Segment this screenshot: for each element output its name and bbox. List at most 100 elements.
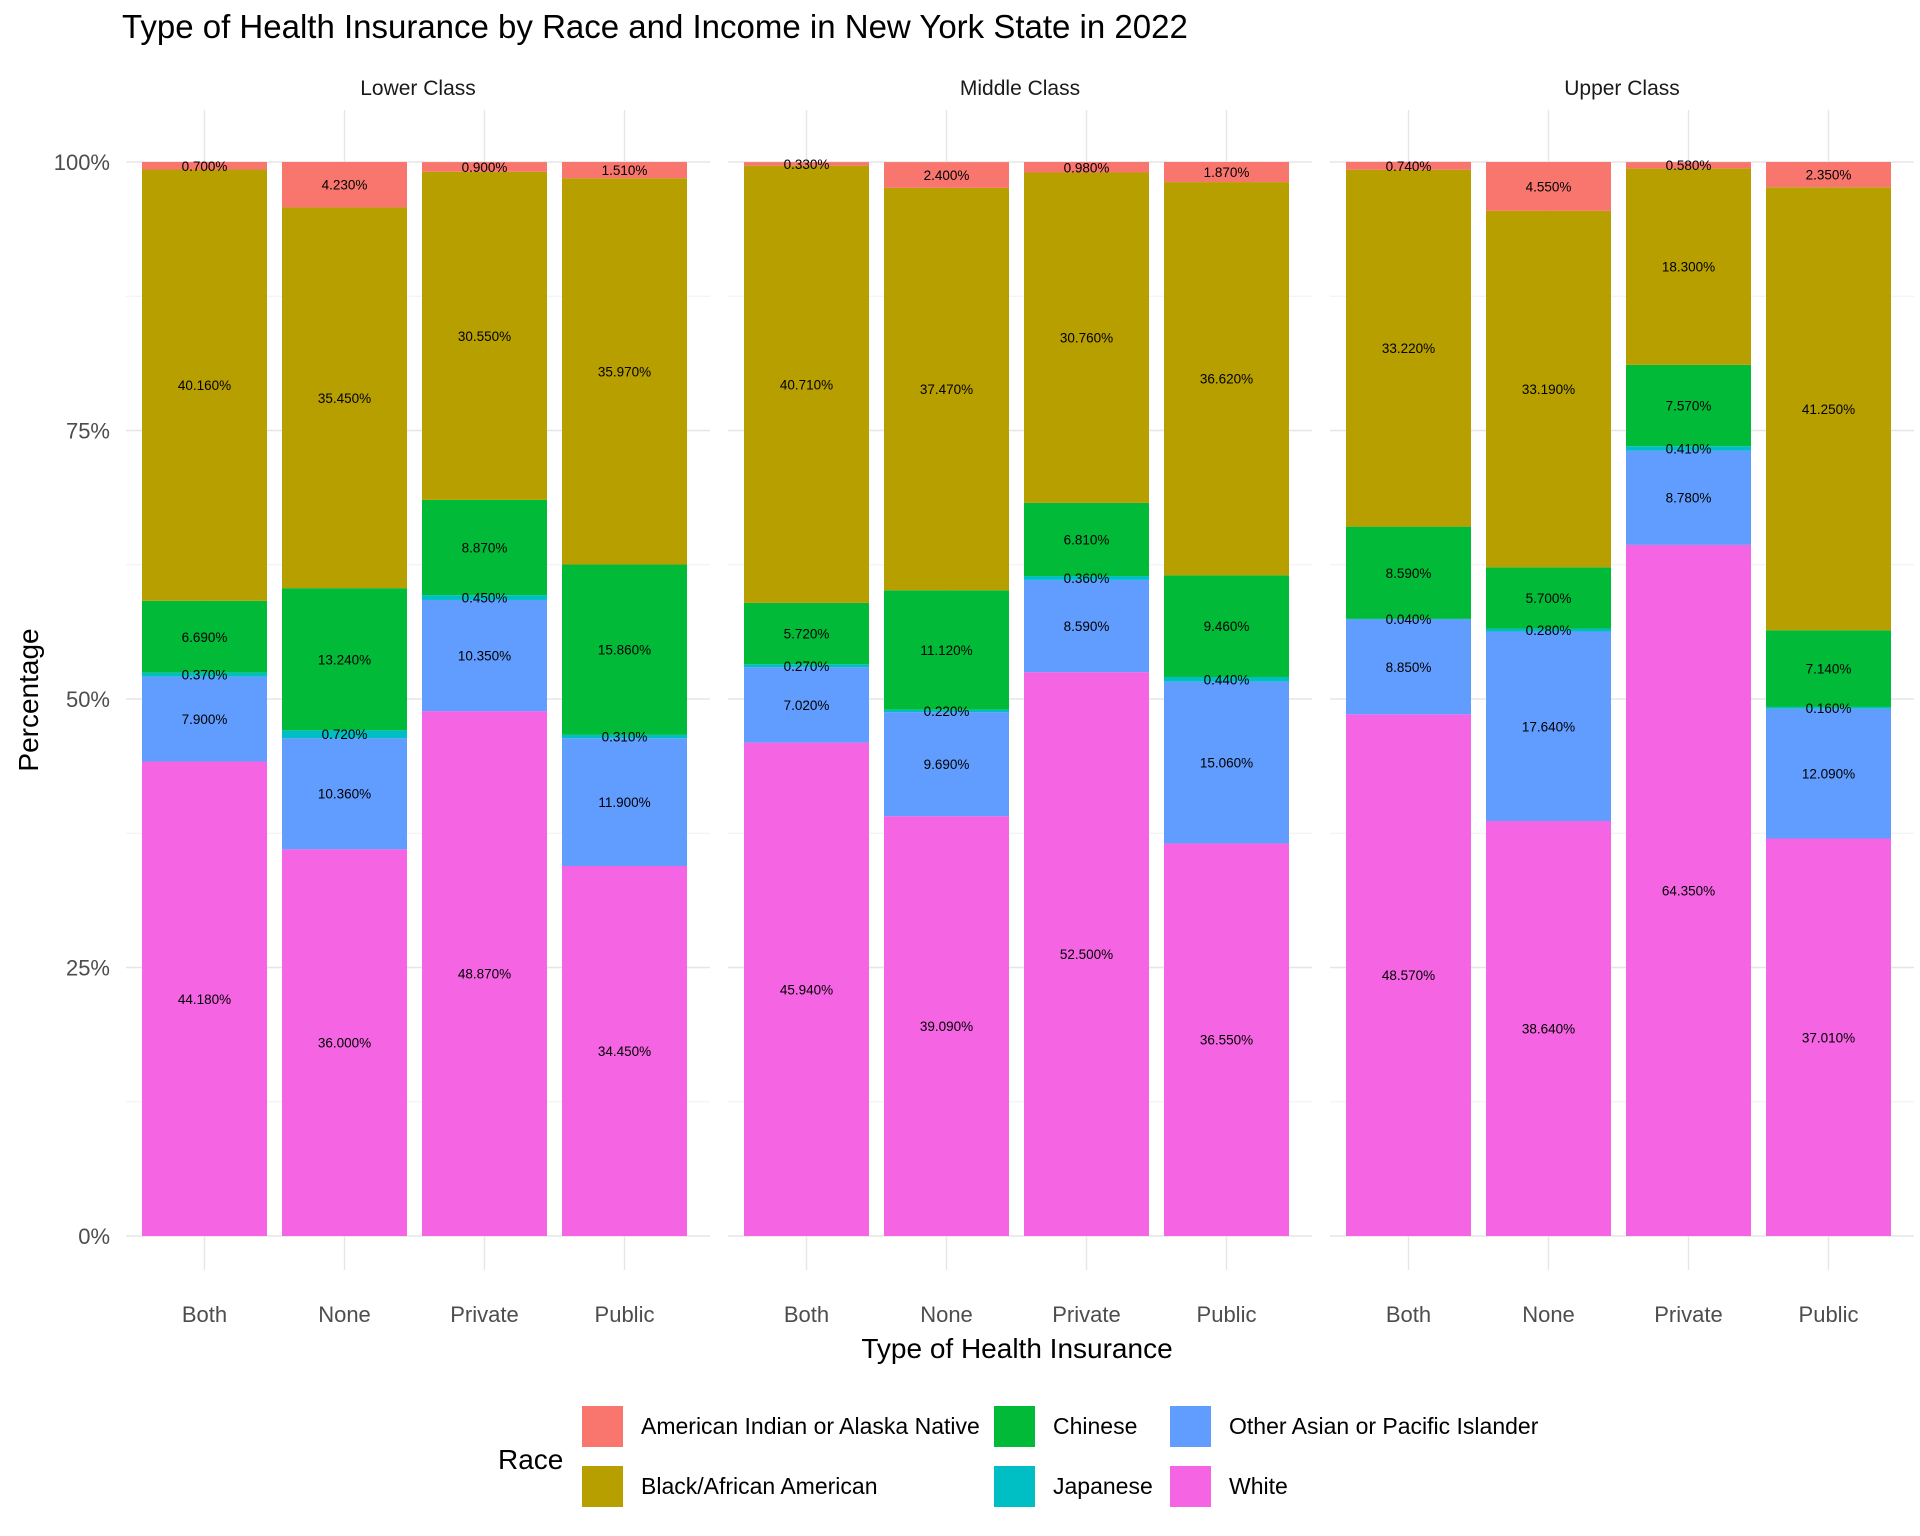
- bar-segment-black-african-american: [1766, 187, 1891, 631]
- legend-item-other-asian-or-pacific-islander: Other Asian or Pacific Islander: [1170, 1406, 1538, 1447]
- bar-upper-class-both: 48.570% 8.850% 0.040% 8.590% 33.220% 0.740%: [1346, 159, 1471, 1236]
- data-label-other-asian-or-pacific-islander: 8.850%: [1386, 660, 1432, 675]
- data-label-other-asian-or-pacific-islander: 12.090%: [1802, 767, 1855, 782]
- data-label-black-african-american: 30.760%: [1060, 331, 1113, 346]
- bar-segment-chinese: [562, 564, 687, 735]
- bar-segment-white: [1346, 714, 1471, 1236]
- bar-segment-other-asian-or-pacific-islander: [884, 712, 1009, 817]
- data-label-japanese: 0.440%: [1204, 672, 1250, 687]
- data-label-black-african-american: 33.220%: [1382, 341, 1435, 356]
- data-label-white: 48.870%: [458, 967, 511, 982]
- data-label-white: 52.500%: [1060, 947, 1113, 962]
- bar-segment-black-african-american: [1024, 172, 1149, 503]
- bar-segment-chinese: [142, 600, 267, 673]
- data-label-chinese: 5.720%: [784, 627, 830, 642]
- bar-segment-other-asian-or-pacific-islander: [1486, 631, 1611, 822]
- x-tick-label: Private: [450, 1302, 518, 1327]
- bar-segment-other-asian-or-pacific-islander: [744, 667, 869, 743]
- x-tick-label: None: [1522, 1302, 1575, 1327]
- bar-middle-class-none: 39.090% 9.690% 0.220% 11.120% 37.470% 2.400%: [884, 162, 1009, 1236]
- data-label-white: 38.640%: [1522, 1022, 1575, 1037]
- bar-segment-japanese: [1626, 446, 1751, 451]
- data-label-japanese: 0.280%: [1526, 623, 1572, 638]
- bar-segment-white: [1024, 672, 1149, 1236]
- bar-segment-american-indian-or-alaska-native: [1024, 162, 1149, 173]
- bar-segment-japanese: [1164, 676, 1289, 682]
- data-label-other-asian-or-pacific-islander: 11.900%: [598, 795, 650, 810]
- x-tick-label: None: [920, 1302, 973, 1327]
- bar-segment-chinese: [1486, 567, 1611, 629]
- legend-item-white: White: [1170, 1466, 1288, 1507]
- data-label-other-asian-or-pacific-islander: 10.350%: [458, 649, 511, 664]
- legend-label: Japanese: [1053, 1473, 1153, 1499]
- data-label-american-indian-or-alaska-native: 2.400%: [924, 168, 970, 183]
- data-label-american-indian-or-alaska-native: 0.980%: [1064, 160, 1110, 175]
- bar-segment-american-indian-or-alaska-native: [1486, 162, 1611, 211]
- bar-segment-chinese: [1766, 630, 1891, 707]
- bar-segment-white: [884, 816, 1009, 1236]
- x-tick-label: Public: [1197, 1302, 1257, 1327]
- data-label-chinese: 15.860%: [598, 643, 651, 658]
- bar-segment-japanese: [422, 595, 547, 600]
- data-label-chinese: 7.570%: [1666, 399, 1712, 414]
- bar-segment-black-african-american: [1164, 182, 1289, 576]
- legend-label: American Indian or Alaska Native: [641, 1413, 980, 1439]
- y-axis-label: Percentage: [13, 628, 44, 771]
- data-label-black-african-american: 35.970%: [598, 364, 651, 379]
- bar-segment-japanese: [142, 672, 267, 677]
- data-label-other-asian-or-pacific-islander: 8.780%: [1666, 491, 1712, 506]
- legend: Race American Indian or Alaska Native Bla…: [498, 1396, 1638, 1526]
- data-label-chinese: 11.120%: [920, 643, 972, 658]
- facet-title: Upper Class: [1564, 77, 1680, 100]
- data-label-chinese: 6.690%: [182, 630, 228, 645]
- bar-segment-american-indian-or-alaska-native: [422, 162, 547, 172]
- bar-segment-chinese: [1024, 502, 1149, 577]
- x-tick-label: Private: [1052, 1302, 1120, 1327]
- data-label-white: 34.450%: [598, 1044, 651, 1059]
- bar-segment-white: [1486, 821, 1611, 1236]
- bar-segment-american-indian-or-alaska-native: [1766, 162, 1891, 188]
- facet-panel-upper-class: Upper Class 48.570% 8.850% 0.040% 8.590% 33.2…: [1330, 77, 1914, 1327]
- bar-segment-other-asian-or-pacific-islander: [1626, 450, 1751, 545]
- data-label-chinese: 6.810%: [1064, 532, 1110, 547]
- legend-swatch: [994, 1406, 1035, 1447]
- data-label-white: 44.180%: [178, 992, 231, 1007]
- data-label-american-indian-or-alaska-native: 4.230%: [322, 178, 368, 193]
- bar-segment-black-african-american: [1486, 210, 1611, 568]
- bar-segment-japanese: [1766, 706, 1891, 709]
- bar-segment-american-indian-or-alaska-native: [744, 162, 869, 166]
- bar-segment-black-african-american: [422, 171, 547, 500]
- legend-label: Other Asian or Pacific Islander: [1229, 1413, 1539, 1439]
- bar-segment-chinese: [744, 602, 869, 665]
- legend-swatch: [582, 1406, 623, 1447]
- data-label-black-african-american: 35.450%: [318, 391, 371, 406]
- bar-upper-class-none: 38.640% 17.640% 0.280% 5.700% 33.190% 4.550%: [1486, 162, 1611, 1236]
- bar-segment-other-asian-or-pacific-islander: [282, 738, 407, 850]
- y-tick-label: 25%: [66, 956, 110, 981]
- bar-segment-other-asian-or-pacific-islander: [1164, 681, 1289, 844]
- bar-segment-black-african-american: [744, 165, 869, 603]
- data-label-american-indian-or-alaska-native: 0.330%: [784, 157, 830, 172]
- panels-layer: Lower Class 44.180% 7.900% 0.370% 6.690% 40.1…: [54, 77, 1914, 1327]
- y-tick-label: 0%: [78, 1224, 110, 1249]
- data-label-american-indian-or-alaska-native: 0.900%: [462, 160, 508, 175]
- bar-segment-japanese: [1346, 618, 1471, 620]
- x-axis-label: Type of Health Insurance: [861, 1333, 1172, 1364]
- data-label-american-indian-or-alaska-native: 2.350%: [1806, 168, 1852, 183]
- data-label-black-african-american: 30.550%: [458, 329, 511, 344]
- bar-segment-american-indian-or-alaska-native: [142, 162, 267, 170]
- x-tick-label: Private: [1654, 1302, 1722, 1327]
- y-tick-label: 100%: [54, 150, 110, 175]
- data-label-chinese: 7.140%: [1806, 662, 1852, 677]
- bar-segment-chinese: [1346, 526, 1471, 619]
- bar-segment-japanese: [562, 734, 687, 739]
- legend-item-japanese: Japanese: [994, 1466, 1153, 1507]
- bar-middle-class-both: 45.940% 7.020% 0.270% 5.720% 40.710% 0.330%: [744, 157, 869, 1236]
- data-label-white: 36.550%: [1200, 1033, 1253, 1048]
- facet-panel-middle-class: Middle Class 45.940% 7.020% 0.270% 5.720% 40.…: [728, 77, 1312, 1327]
- bar-upper-class-private: 64.350% 8.780% 0.410% 7.570% 18.300% 0.580%: [1626, 158, 1751, 1236]
- bar-segment-black-african-american: [884, 187, 1009, 591]
- data-label-american-indian-or-alaska-native: 0.700%: [182, 159, 228, 174]
- y-tick-label: 50%: [66, 687, 110, 712]
- bar-segment-chinese: [1164, 575, 1289, 677]
